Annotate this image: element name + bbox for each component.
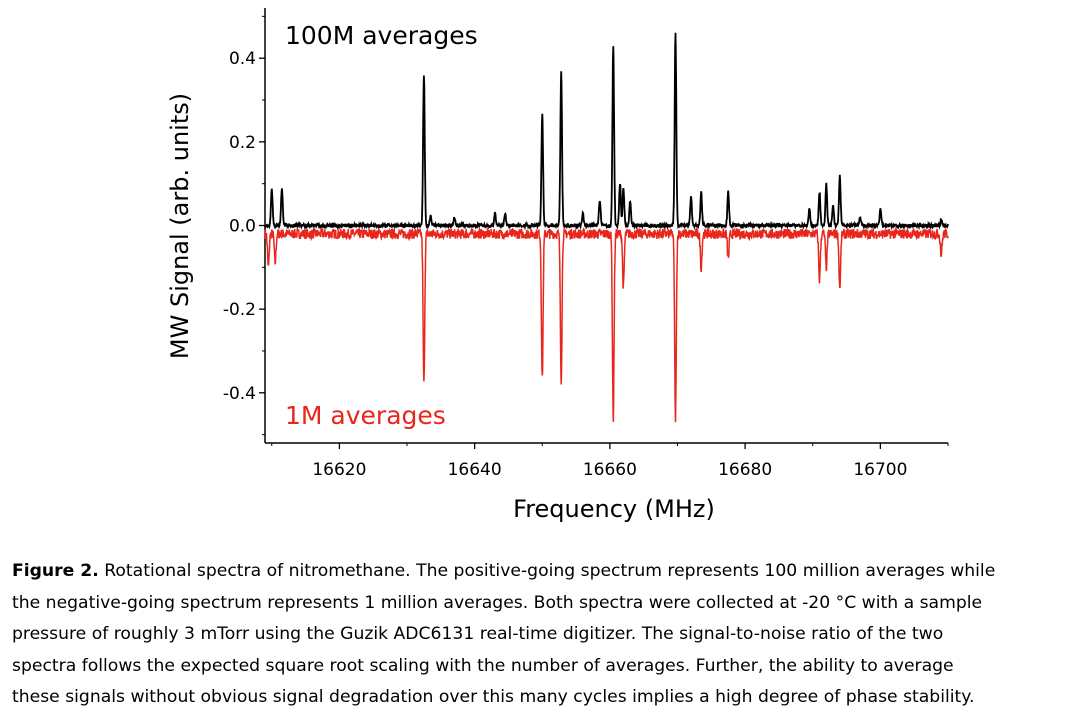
- caption-line-1: Figure 2. Rotational spectra of nitromet…: [12, 556, 1087, 588]
- chart-axes: 0.4 0.2 0.0 -0.2 -0.4 16620 16640 16660 16680 167…: [223, 8, 949, 480]
- caption-label: Figure 2.: [12, 561, 99, 581]
- spectrum-chart: 0.4 0.2 0.0 -0.2 -0.4 16620 16640 16660 16680 167…: [166, 8, 949, 523]
- y-tick-label: -0.4: [223, 384, 256, 404]
- caption-line-5: these signals without obvious signal deg…: [12, 687, 975, 707]
- caption-line-1-text: Rotational spectra of nitromethane. The …: [104, 561, 996, 581]
- x-axis-title: Frequency (MHz): [513, 495, 715, 523]
- y-tick-label: 0.0: [229, 217, 256, 237]
- caption-line-2: the negative-going spectrum represents 1…: [12, 592, 983, 613]
- y-axis-title: MW Signal (arb. units): [166, 93, 194, 359]
- x-tick-label: 16660: [583, 460, 637, 480]
- series-line-red: [264, 226, 949, 423]
- x-tick-label: 16640: [448, 460, 502, 480]
- caption-line-3: pressure of roughly 3 mTorr using the Gu…: [12, 624, 944, 644]
- y-tick-label: 0.4: [229, 49, 256, 69]
- x-tick-label: 16680: [718, 460, 772, 480]
- x-tick-label: 16620: [312, 460, 366, 480]
- annotation-1m-averages: 1M averages: [285, 401, 446, 430]
- series-line-black: [264, 32, 949, 231]
- figure-caption: Figure 2. Rotational spectra of nitromet…: [12, 556, 1087, 714]
- x-tick-label: 16700: [853, 460, 907, 480]
- annotation-100m-averages: 100M averages: [285, 21, 478, 50]
- y-tick-label: -0.2: [223, 300, 256, 320]
- y-tick-label: 0.2: [229, 133, 256, 153]
- caption-line-4: spectra follows the expected square root…: [12, 655, 954, 676]
- chart-series-layer: [264, 32, 949, 423]
